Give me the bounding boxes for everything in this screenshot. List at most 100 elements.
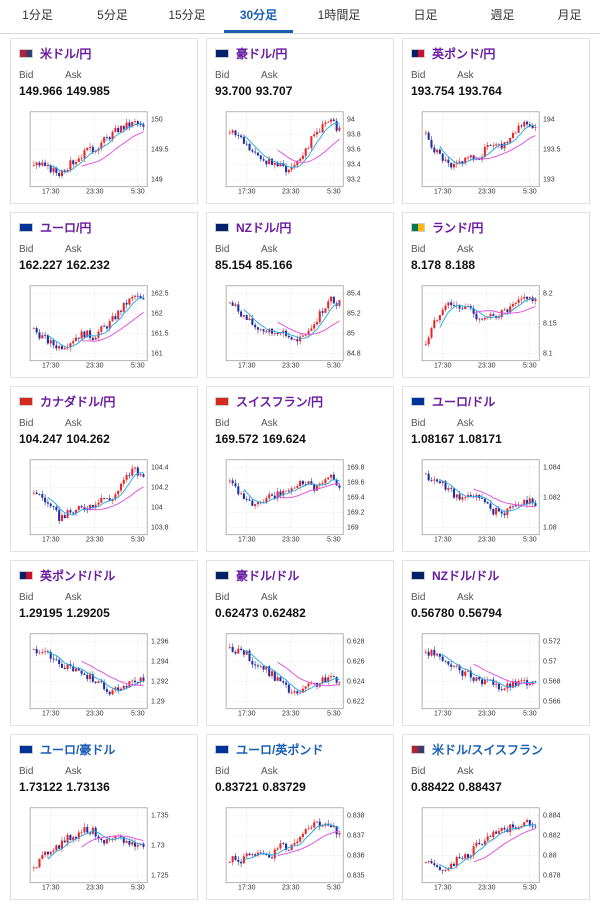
candle-body bbox=[103, 498, 106, 499]
candle-body bbox=[74, 509, 78, 514]
candle-body bbox=[296, 486, 299, 488]
candle-body bbox=[511, 506, 515, 508]
pair-name-link[interactable]: ユーロ/英ポンド bbox=[236, 742, 324, 757]
tab-2[interactable]: 15分足 bbox=[168, 8, 206, 22]
rate-card[interactable]: ランド/円 Bid Ask 8.178 8.188 8.2 8.15 8.1 17:30 23:3… bbox=[402, 212, 590, 378]
candle-body bbox=[119, 835, 123, 838]
candlestick-chart[interactable]: 169.8 169.6 169.4 169.2 169 17:30 23:30 5:30 bbox=[213, 457, 365, 545]
chart-frame bbox=[29, 633, 148, 710]
tab-6[interactable]: 週足 bbox=[490, 8, 515, 22]
candle-body bbox=[338, 833, 341, 835]
y-tick-label: 0.626 bbox=[347, 659, 365, 666]
rate-card[interactable]: スイスフラン/円 Bid Ask 169.572 169.624 169.8 169.6 16… bbox=[206, 386, 394, 552]
pair-name-link[interactable]: カナダドル/円 bbox=[40, 394, 116, 409]
candle-body bbox=[240, 861, 243, 864]
pair-name-link[interactable]: 米ドル/円 bbox=[40, 46, 92, 61]
candlestick-chart[interactable]: 1.296 1.294 1.292 1.29 17:30 23:30 5:30 bbox=[17, 631, 169, 719]
y-tick-label: 0.884 bbox=[543, 813, 561, 820]
pair-name-link[interactable]: ユーロ/豪ドル bbox=[40, 742, 116, 757]
pair-name-link[interactable]: NZドル/円 bbox=[236, 220, 292, 235]
candle-body bbox=[304, 484, 307, 485]
rate-card[interactable]: 米ドル/スイスフラン Bid Ask 0.88422 0.88437 0.884 0.882… bbox=[402, 734, 590, 900]
y-tick-label: 1.084 bbox=[543, 465, 561, 472]
rate-card[interactable]: NZドル/円 Bid Ask 85.154 85.166 85.4 85.2 85 84.8 17… bbox=[206, 212, 394, 378]
candle-body bbox=[254, 151, 257, 153]
pair-name-link[interactable]: ランド/円 bbox=[432, 220, 484, 235]
candlestick-chart[interactable]: 104.4 104.2 104 103.8 17:30 23:30 5:30 bbox=[17, 457, 169, 545]
candlestick-chart[interactable]: 8.2 8.15 8.1 17:30 23:30 5:30 bbox=[409, 283, 557, 371]
chart-frame bbox=[29, 111, 148, 188]
chart-svg: 169.8 169.6 169.4 169.2 169 17:30 23:30 5:30 bbox=[225, 459, 365, 543]
pair-name-link[interactable]: 英ポンド/円 bbox=[432, 46, 496, 61]
candle-body bbox=[452, 163, 455, 168]
ma-short-line bbox=[439, 298, 536, 328]
x-tick-label: 17:30 bbox=[238, 188, 256, 195]
rate-card[interactable]: 英ポンド/ドル Bid Ask 1.29195 1.29205 1.296 1.294 1.2… bbox=[10, 560, 198, 726]
candle-body bbox=[335, 676, 338, 683]
candlestick-chart[interactable]: 1.084 1.082 1.08 17:30 23:30 5:30 bbox=[409, 457, 561, 545]
candlestick-chart[interactable]: 94 93.8 93.6 93.4 93.2 17:30 23:30 5:30 bbox=[213, 109, 361, 197]
rate-card[interactable]: 英ポンド/円 Bid Ask 193.754 193.764 194 193.5 193 17:… bbox=[402, 38, 590, 204]
x-tick-label: 5:30 bbox=[327, 884, 341, 891]
candle-body bbox=[228, 647, 231, 648]
tab-1[interactable]: 5分足 bbox=[97, 8, 128, 22]
pair-name-link[interactable]: 豪ドル/円 bbox=[236, 46, 288, 61]
rate-card[interactable]: ユーロ/英ポンド Bid Ask 0.83721 0.83729 0.838 0.837 0.… bbox=[206, 734, 394, 900]
candle-body bbox=[262, 666, 265, 670]
candlestick-chart[interactable]: 0.572 0.57 0.568 0.566 17:30 23:30 5:30 bbox=[409, 631, 561, 719]
candle-body bbox=[234, 304, 237, 306]
rate-card[interactable]: ユーロ/豪ドル Bid Ask 1.73122 1.73136 1.735 1.73 1.72… bbox=[10, 734, 198, 900]
candlestick-chart[interactable]: 162.5 162 161.5 161 17:30 23:30 5:30 bbox=[17, 283, 169, 371]
tab-4[interactable]: 1時間足 bbox=[317, 8, 361, 22]
tab-0[interactable]: 1分足 bbox=[22, 8, 53, 22]
pair-name-link[interactable]: NZドル/ドル bbox=[432, 568, 500, 583]
candle-body bbox=[483, 840, 486, 845]
candle-body bbox=[464, 854, 467, 859]
candlestick-chart[interactable]: 194 193.5 193 17:30 23:30 5:30 bbox=[409, 109, 561, 197]
tab-5[interactable]: 日足 bbox=[413, 8, 438, 22]
pair-name-link[interactable]: スイスフラン/円 bbox=[236, 394, 323, 409]
candlestick-chart[interactable]: 0.884 0.882 0.88 0.878 17:30 23:30 5:30 bbox=[409, 805, 561, 893]
candlestick-chart[interactable]: 150 149.5 149 17:30 23:30 5:30 bbox=[17, 109, 169, 197]
rate-card[interactable]: ユーロ/円 Bid Ask 162.227 162.232 162.5 162 161.5 16… bbox=[10, 212, 198, 378]
candle-body bbox=[245, 853, 248, 857]
pair-name-link[interactable]: 英ポンド/ドル bbox=[40, 568, 116, 583]
candlestick-chart[interactable]: 85.4 85.2 85 84.8 17:30 23:30 5:30 bbox=[213, 283, 361, 371]
candle-body bbox=[534, 127, 537, 128]
candle-body bbox=[63, 840, 66, 843]
candle-body bbox=[270, 857, 274, 859]
candle-body bbox=[452, 863, 455, 866]
rate-card[interactable]: NZドル/ドル Bid Ask 0.56780 0.56794 0.572 0.57 0.56… bbox=[402, 560, 590, 726]
rate-card[interactable]: カナダドル/円 Bid Ask 104.247 104.262 104.4 104.2 104… bbox=[10, 386, 198, 552]
y-tick-label: 1.292 bbox=[151, 679, 169, 686]
tab-7[interactable]: 月足 bbox=[557, 8, 582, 22]
rate-card[interactable]: 豪ドル/円 Bid Ask 93.700 93.707 94 93.8 93.6 93.4 93.… bbox=[206, 38, 394, 204]
y-tick-label: 194 bbox=[543, 117, 555, 124]
candle-body bbox=[52, 340, 55, 346]
candle-body bbox=[299, 836, 302, 842]
quote-labels: Bid Ask bbox=[411, 592, 474, 603]
candlestick-chart[interactable]: 0.838 0.837 0.836 0.835 17:30 23:30 5:30 bbox=[213, 805, 365, 893]
pair-name-link[interactable]: ユーロ/ドル bbox=[432, 394, 496, 409]
rate-card[interactable]: 米ドル/円 Bid Ask 149.966 149.985 150 149.5 149 17:3… bbox=[10, 38, 198, 204]
candle-body bbox=[131, 468, 134, 476]
candle-body bbox=[49, 165, 52, 173]
pair-name-link[interactable]: ユーロ/円 bbox=[40, 220, 92, 235]
rate-card[interactable]: ユーロ/ドル Bid Ask 1.08167 1.08171 1.084 1.082 1.08… bbox=[402, 386, 590, 552]
candle-body bbox=[38, 494, 41, 495]
candle-body bbox=[131, 296, 134, 299]
tab-3[interactable]: 30分足 bbox=[224, 0, 293, 33]
ma-short-line bbox=[47, 830, 144, 860]
candlestick-chart[interactable]: 1.735 1.73 1.725 17:30 23:30 5:30 bbox=[17, 805, 169, 893]
y-tick-label: 162.5 bbox=[151, 291, 169, 298]
candle-body bbox=[259, 852, 262, 854]
candlestick-chart[interactable]: 0.628 0.626 0.624 0.622 17:30 23:30 5:30 bbox=[213, 631, 365, 719]
candle-body bbox=[268, 666, 271, 677]
pair-name-link[interactable]: 豪ドル/ドル bbox=[236, 568, 300, 583]
candle-body bbox=[321, 311, 324, 313]
chart-svg: 0.628 0.626 0.624 0.622 17:30 23:30 5:30 bbox=[225, 633, 365, 717]
candle-body bbox=[424, 132, 427, 134]
pair-name-link[interactable]: 米ドル/スイスフラン bbox=[432, 742, 543, 757]
rate-card[interactable]: 豪ドル/ドル Bid Ask 0.62473 0.62482 0.628 0.626 0.62… bbox=[206, 560, 394, 726]
y-tick-label: 104 bbox=[151, 505, 163, 512]
